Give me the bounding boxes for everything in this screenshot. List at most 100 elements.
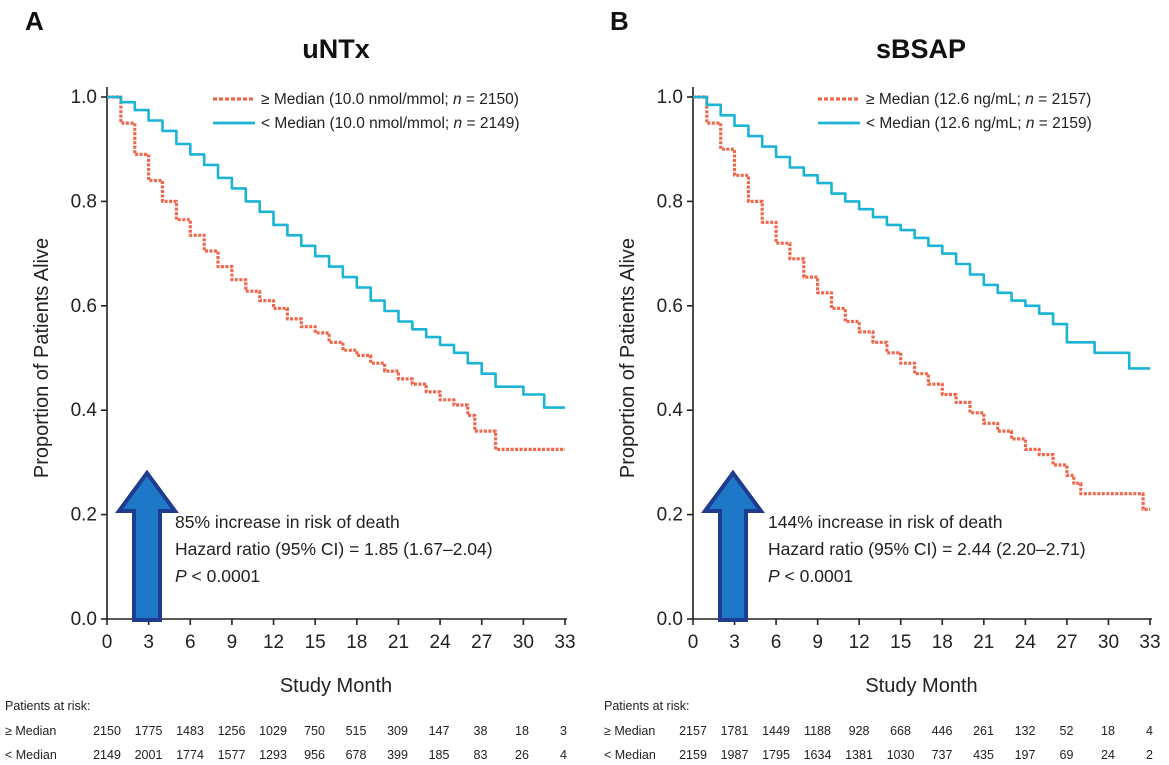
at-risk-value: 2149 [93, 748, 121, 762]
at-risk-row-label: < Median [5, 748, 57, 762]
at-risk-value: 2001 [135, 748, 163, 762]
series-line-above-median [107, 95, 565, 451]
x-tick-label: 6 [771, 632, 782, 653]
legend-entry-above-median: ≥ Median (12.6 ng/mL; n = 2157) [866, 91, 1091, 108]
at-risk-value: 1029 [259, 724, 287, 738]
legend-entry-below-median: < Median (12.6 ng/mL; n = 2159) [866, 115, 1092, 132]
x-tick-label: 33 [554, 632, 575, 653]
at-risk-value: 399 [387, 748, 408, 762]
at-risk-value: 4 [560, 748, 567, 762]
at-risk-value: 2 [1146, 748, 1153, 762]
x-tick-label: 9 [227, 632, 238, 653]
at-risk-value: 18 [515, 724, 529, 738]
at-risk-value: 1987 [721, 748, 749, 762]
at-risk-value: 69 [1060, 748, 1074, 762]
x-tick-label: 33 [1139, 632, 1160, 653]
legend-entry-above-median: ≥ Median (10.0 nmol/mmol; n = 2150) [261, 91, 519, 108]
at-risk-value: 1030 [887, 748, 915, 762]
at-risk-row-label: ≥ Median [5, 724, 56, 738]
x-axis-label: Study Month [280, 675, 392, 697]
y-tick-label: 0.6 [657, 296, 683, 317]
at-risk-value: 678 [346, 748, 367, 762]
at-risk-value: 2159 [679, 748, 707, 762]
at-risk-value: 197 [1015, 748, 1036, 762]
panel-letter: B [610, 6, 629, 36]
at-risk-value: 83 [474, 748, 488, 762]
at-risk-value: 3 [560, 724, 567, 738]
y-axis-label: Proportion of Patients Alive [617, 238, 639, 478]
at-risk-value: 24 [1101, 748, 1115, 762]
at-risk-row-label: ≥ Median [604, 724, 655, 738]
x-tick-label: 18 [346, 632, 367, 653]
legend-entry-below-median: < Median (10.0 nmol/mmol; n = 2149) [261, 115, 519, 132]
at-risk-value: 26 [515, 748, 529, 762]
x-tick-label: 12 [849, 632, 870, 653]
annotation-hazard-ratio: Hazard ratio (95% CI) = 1.85 (1.67–2.04) [175, 539, 493, 559]
at-risk-value: 261 [973, 724, 994, 738]
at-risk-value: 956 [304, 748, 325, 762]
at-risk-value: 52 [1060, 724, 1074, 738]
at-risk-value: 1188 [804, 724, 831, 738]
at-risk-value: 750 [304, 724, 325, 738]
at-risk-row-label: < Median [604, 748, 656, 762]
y-tick-label: 0.4 [71, 400, 98, 421]
x-tick-label: 12 [263, 632, 284, 653]
annotation-risk-increase: 85% increase in risk of death [175, 512, 400, 532]
at-risk-value: 38 [474, 724, 488, 738]
at-risk-value: 515 [346, 724, 367, 738]
chart-title: sBSAP [876, 34, 966, 64]
y-tick-label: 0.2 [657, 505, 683, 526]
x-tick-label: 9 [812, 632, 823, 653]
at-risk-value: 1483 [176, 724, 204, 738]
at-risk-value: 1293 [259, 748, 287, 762]
x-tick-label: 15 [890, 632, 911, 653]
x-tick-label: 24 [430, 632, 452, 653]
increase-risk-arrow-icon [701, 469, 765, 622]
y-tick-label: 0.8 [71, 191, 97, 212]
at-risk-value: 185 [429, 748, 450, 762]
x-tick-label: 18 [932, 632, 953, 653]
y-tick-label: 0.8 [657, 191, 683, 212]
at-risk-value: 668 [890, 724, 911, 738]
at-risk-value: 4 [1146, 724, 1153, 738]
y-tick-label: 0.4 [657, 400, 684, 421]
x-tick-label: 21 [973, 632, 994, 653]
y-tick-label: 1.0 [657, 87, 683, 108]
x-axis-label: Study Month [865, 675, 977, 697]
increase-risk-arrow-icon [115, 469, 179, 622]
y-tick-label: 0.0 [71, 609, 97, 630]
at-risk-value: 147 [429, 724, 450, 738]
at-risk-value: 1795 [762, 748, 790, 762]
x-tick-label: 0 [102, 632, 113, 653]
series-line-below-median [693, 95, 1150, 370]
y-tick-label: 0.2 [71, 505, 97, 526]
at-risk-value: 1381 [845, 748, 873, 762]
at-risk-header: Patients at risk: [5, 699, 90, 713]
at-risk-value: 132 [1015, 724, 1036, 738]
x-tick-label: 30 [1098, 632, 1119, 653]
annotation-hazard-ratio: Hazard ratio (95% CI) = 2.44 (2.20–2.71) [768, 539, 1086, 559]
chart-title: uNTx [302, 34, 370, 64]
x-tick-label: 27 [1056, 632, 1077, 653]
panel-letter: A [25, 6, 44, 36]
at-risk-value: 1781 [721, 724, 749, 738]
at-risk-header: Patients at risk: [604, 699, 689, 713]
x-tick-label: 6 [185, 632, 196, 653]
y-axis-label: Proportion of Patients Alive [31, 238, 53, 478]
at-risk-value: 309 [387, 724, 408, 738]
at-risk-value: 18 [1101, 724, 1115, 738]
y-tick-label: 1.0 [71, 87, 97, 108]
at-risk-value: 928 [849, 724, 870, 738]
at-risk-value: 1774 [176, 748, 204, 762]
at-risk-value: 2157 [679, 724, 707, 738]
annotation-risk-increase: 144% increase in risk of death [768, 512, 1002, 532]
x-tick-label: 3 [143, 632, 154, 653]
x-tick-label: 27 [471, 632, 492, 653]
at-risk-value: 446 [932, 724, 953, 738]
annotation-p-value: P < 0.0001 [768, 566, 853, 586]
annotation-p-value: P < 0.0001 [175, 566, 260, 586]
series-line-above-median [693, 95, 1150, 511]
x-tick-label: 15 [305, 632, 326, 653]
